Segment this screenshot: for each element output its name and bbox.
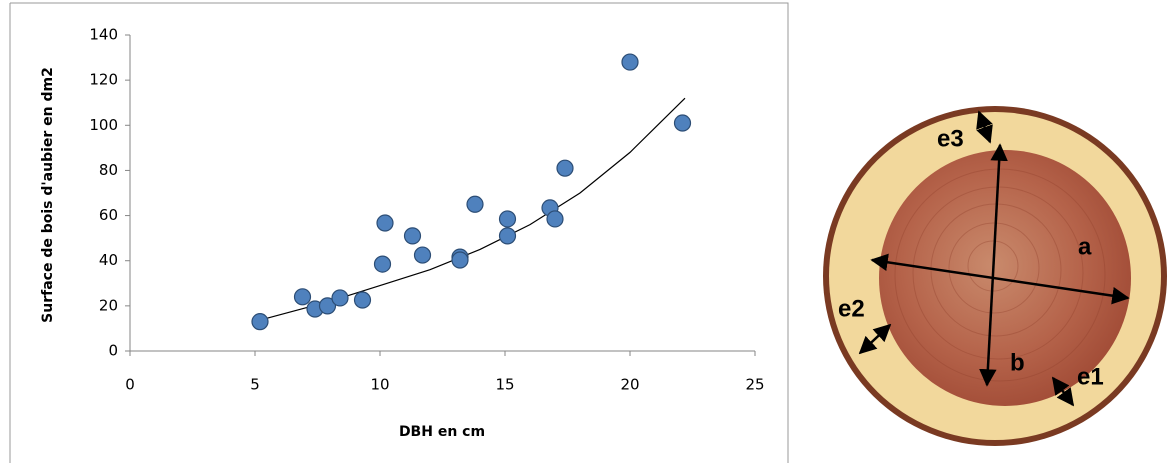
y-axis-label: Surface de bois d'aubier en dm2 [40, 67, 56, 323]
point [498, 210, 517, 228]
figure-label: e1 [1077, 363, 1104, 390]
figure-label: b [1010, 349, 1025, 376]
point [376, 214, 394, 232]
figure-label: a [1078, 233, 1092, 260]
point [293, 288, 312, 306]
y-tick-label: 0 [108, 342, 118, 360]
x-tick-label: 0 [125, 376, 135, 394]
point [413, 246, 432, 264]
x-tick-label: 15 [495, 376, 514, 394]
point [331, 289, 349, 307]
chart-frame [10, 2, 789, 463]
x-tick-label: 20 [620, 376, 639, 394]
chart: Surface de bois d'aubier en dm2 DBH en c… [9, 2, 789, 463]
point [403, 227, 422, 245]
point [556, 159, 574, 177]
point [466, 195, 484, 213]
point [498, 227, 517, 245]
y-tick-label: 80 [99, 161, 118, 179]
tree-section: a b e1 e2 e3 [823, 106, 1167, 446]
point [251, 313, 269, 331]
point [546, 210, 564, 228]
arrows [858, 110, 1130, 407]
x-tick-label: 10 [370, 376, 389, 394]
point [673, 114, 692, 132]
point [373, 255, 392, 273]
figure-label: e3 [937, 125, 964, 152]
x-axis-label: DBH en cm [399, 424, 485, 440]
y-tick-label: 20 [99, 296, 118, 314]
y-tick-label: 40 [99, 251, 118, 269]
y-tick-label: 120 [89, 71, 118, 89]
y-tick-label: 100 [89, 116, 118, 134]
point [621, 53, 639, 71]
point [451, 251, 469, 269]
point [318, 297, 337, 315]
y-tick-label: 60 [99, 206, 118, 224]
x-tick-label: 25 [745, 376, 764, 394]
figure-label: e2 [838, 295, 865, 322]
point [353, 291, 372, 309]
x-tick-label: 5 [250, 376, 260, 394]
y-tick-label: 140 [89, 26, 118, 44]
